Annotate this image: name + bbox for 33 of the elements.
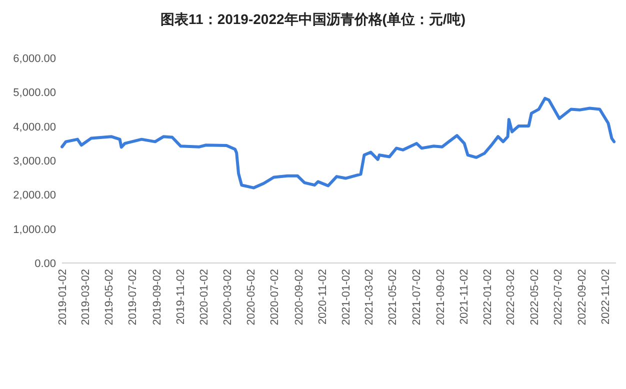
x-tick-label: 2020-03-02 bbox=[222, 269, 234, 326]
x-tick-label: 2022-01-02 bbox=[482, 269, 494, 326]
x-tick-label: 2020-01-02 bbox=[198, 269, 211, 326]
y-tick-label: 6,000.00 bbox=[13, 53, 56, 65]
y-tick-label: 4,000.00 bbox=[13, 121, 56, 134]
x-tick-label: 2019-01-02 bbox=[57, 269, 69, 326]
x-tick-label: 2019-07-02 bbox=[127, 269, 140, 326]
x-tick-label: 2020-09-02 bbox=[293, 269, 306, 326]
x-tick-label: 2019-11-02 bbox=[174, 269, 187, 324]
y-tick-label: 0.00 bbox=[34, 258, 56, 270]
x-tick-label: 2021-01-02 bbox=[340, 269, 353, 326]
x-tick-label: 2019-03-02 bbox=[80, 269, 92, 326]
line-series bbox=[60, 96, 616, 190]
x-tick-label: 2020-05-02 bbox=[246, 269, 258, 326]
x-tick-label: 2019-05-02 bbox=[104, 269, 116, 326]
y-tick-label: 5,000.00 bbox=[13, 87, 56, 100]
x-tick-label: 2021-03-02 bbox=[363, 269, 376, 326]
x-tick-label: 2022-03-02 bbox=[505, 269, 518, 326]
x-tick-label: 2019-09-02 bbox=[151, 269, 164, 326]
y-tick-label: 3,000.00 bbox=[13, 156, 56, 168]
x-tick-label: 2022-05-02 bbox=[528, 269, 541, 326]
y-tick-label: 1,000.00 bbox=[13, 224, 56, 236]
x-tick-label: 2020-11-02 bbox=[316, 269, 329, 324]
x-tick-label: 2021-09-02 bbox=[434, 269, 447, 326]
x-tick-label: 2021-05-02 bbox=[387, 269, 400, 326]
x-tick-label: 2021-07-02 bbox=[410, 269, 423, 326]
chart-title: 图表11：2019-2022年中国沥青价格(单位：元/吨) bbox=[160, 11, 466, 27]
x-tick-label: 2022-11-02 bbox=[600, 269, 612, 324]
x-tick-label: 2020-07-02 bbox=[269, 269, 282, 326]
y-tick-label: 2,000.00 bbox=[13, 190, 56, 202]
x-tick-label: 2022-09-02 bbox=[576, 269, 588, 326]
x-tick-label: 2022-07-02 bbox=[552, 269, 564, 326]
x-tick-label: 2021-11-02 bbox=[458, 269, 471, 324]
